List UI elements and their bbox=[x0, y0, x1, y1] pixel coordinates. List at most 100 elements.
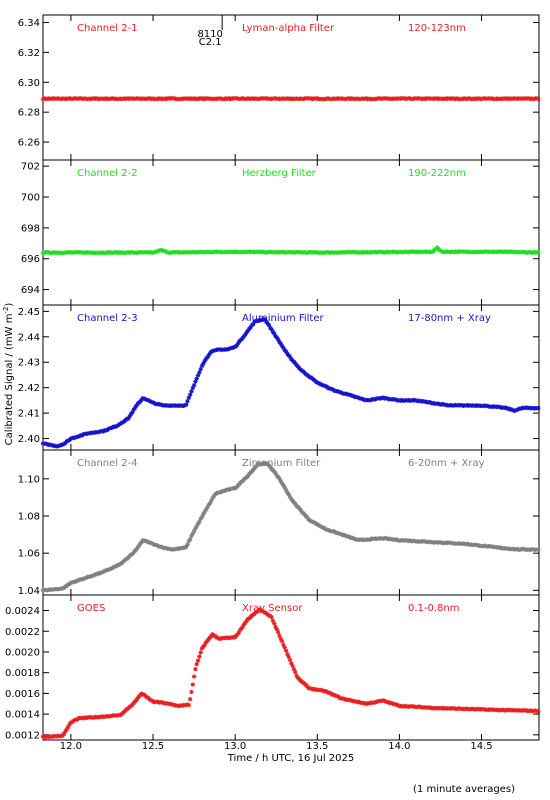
y-axis-label: Calibrated Signal / (mW m-2) bbox=[2, 303, 15, 446]
data-point bbox=[406, 538, 411, 544]
data-point bbox=[186, 96, 192, 102]
data-point bbox=[536, 250, 541, 255]
data-point bbox=[387, 536, 393, 541]
data-point bbox=[281, 345, 286, 351]
x-tick-label: 13.0 bbox=[224, 741, 246, 752]
data-point bbox=[210, 496, 215, 501]
channel-label: Channel 2-4 bbox=[77, 458, 138, 469]
data-point bbox=[248, 325, 253, 330]
flare-marker: 8110 C2.1 bbox=[197, 15, 223, 48]
data-point bbox=[235, 342, 240, 347]
data-point bbox=[202, 642, 207, 648]
data-point bbox=[526, 96, 532, 101]
data-point bbox=[490, 404, 495, 410]
data-point bbox=[95, 715, 101, 720]
data-point bbox=[275, 629, 281, 635]
filter-label: Lyman-alpha Filter bbox=[242, 23, 335, 34]
y-tick-label: 6.30 bbox=[18, 78, 40, 89]
panel-ch23: 2.40 2.41 2.42 2.43 2.44 2.45 Channel 2-3 Alumi… bbox=[18, 304, 541, 451]
data-point bbox=[212, 348, 218, 353]
data-point bbox=[349, 393, 354, 398]
data-point bbox=[176, 249, 181, 255]
data-point bbox=[187, 537, 193, 542]
data-point bbox=[190, 531, 195, 536]
data-point bbox=[308, 249, 314, 255]
data-point bbox=[68, 580, 73, 586]
x-tick-label: 12.0 bbox=[60, 741, 82, 752]
x-tick-label: 14.0 bbox=[388, 741, 410, 752]
data-point bbox=[274, 249, 280, 255]
data-point bbox=[278, 636, 284, 642]
data-point bbox=[134, 547, 139, 552]
data-point bbox=[285, 651, 290, 657]
panel-ch24: 1.04 1.06 1.08 1.10 Channel 2-4 Zirconium Fil… bbox=[18, 449, 541, 597]
data-point bbox=[103, 428, 109, 433]
data-point bbox=[524, 708, 529, 713]
data-point bbox=[521, 546, 527, 552]
y-axis-label-main: Calibrated Signal / (mW m bbox=[4, 314, 15, 446]
channel-label: Channel 2-2 bbox=[77, 168, 138, 179]
y-tick-label: 1.08 bbox=[18, 511, 40, 522]
data-point bbox=[404, 398, 410, 403]
data-point bbox=[283, 648, 289, 653]
data-point bbox=[46, 249, 51, 255]
data-point bbox=[444, 96, 449, 102]
y-tick-label: 2.44 bbox=[18, 332, 40, 343]
data-point bbox=[260, 317, 265, 323]
band-label: 190-222nm bbox=[408, 168, 466, 179]
data-point bbox=[278, 341, 284, 347]
band-label: 0.1-0.8nm bbox=[408, 603, 460, 614]
data-point bbox=[281, 483, 286, 488]
data-point bbox=[43, 587, 48, 592]
data-point bbox=[80, 250, 85, 255]
data-point bbox=[127, 413, 132, 419]
data-point bbox=[356, 395, 361, 400]
data-point bbox=[449, 540, 454, 546]
data-point bbox=[473, 403, 478, 409]
data-point bbox=[360, 396, 365, 402]
y-tick-label: 696 bbox=[21, 254, 40, 265]
chart-panels: 6.26 6.28 6.30 6.32 6.34 Channel 2-1 Lyman-alp… bbox=[5, 14, 541, 741]
data-point bbox=[115, 713, 121, 718]
data-point bbox=[61, 731, 67, 737]
data-point bbox=[194, 661, 199, 667]
data-point bbox=[61, 96, 67, 101]
data-point bbox=[195, 373, 201, 378]
data-point bbox=[272, 331, 277, 336]
data-point bbox=[341, 532, 347, 538]
data-point bbox=[536, 405, 541, 411]
data-point bbox=[42, 250, 47, 255]
data-point bbox=[286, 654, 291, 660]
data-point bbox=[184, 402, 189, 407]
data-point bbox=[201, 361, 206, 366]
data-point bbox=[331, 692, 336, 697]
data-point bbox=[536, 547, 541, 552]
channel-label: Channel 2-1 bbox=[77, 23, 138, 34]
band-label: 17-80nm + Xray bbox=[408, 313, 491, 324]
data-point bbox=[44, 734, 50, 739]
data-point bbox=[102, 714, 107, 720]
data-point bbox=[194, 523, 199, 529]
data-point bbox=[194, 376, 199, 381]
data-point bbox=[205, 505, 210, 510]
panel-frame bbox=[42, 449, 540, 596]
data-point bbox=[189, 389, 194, 394]
data-point bbox=[462, 541, 467, 547]
data-point bbox=[428, 539, 433, 544]
data-point bbox=[277, 476, 282, 481]
series-ch23 bbox=[40, 317, 541, 449]
data-point bbox=[258, 249, 264, 254]
data-point bbox=[283, 250, 289, 255]
data-point bbox=[515, 546, 520, 552]
data-point bbox=[202, 358, 207, 364]
data-point bbox=[293, 501, 298, 506]
data-point bbox=[135, 696, 140, 701]
data-point bbox=[516, 406, 521, 412]
data-point bbox=[193, 526, 198, 531]
y-tick-label: 0.0016 bbox=[5, 689, 40, 700]
y-tick-label: 0.0012 bbox=[5, 730, 40, 741]
data-point bbox=[275, 337, 281, 342]
data-point bbox=[193, 666, 198, 672]
data-point bbox=[172, 702, 177, 708]
data-point bbox=[240, 624, 245, 630]
